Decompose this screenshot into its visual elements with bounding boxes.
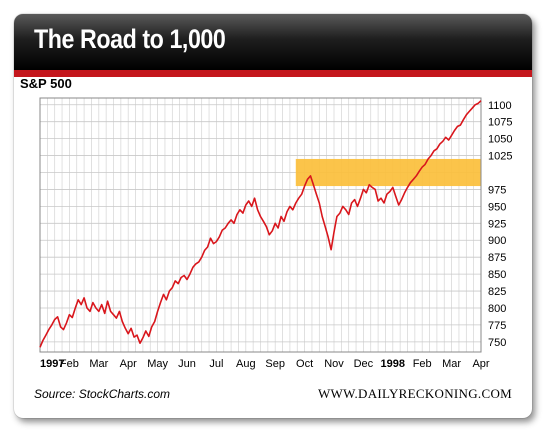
y-tick-label: 750: [488, 337, 506, 349]
y-tick-label: 875: [488, 252, 506, 264]
page-title: The Road to 1,000: [34, 24, 226, 54]
source-note: Source: StockCharts.com: [34, 387, 171, 401]
y-tick-label: 975: [488, 184, 506, 196]
brand-url: WWW.DAILYRECKONING.COM: [317, 386, 512, 401]
x-tick-label: Apr: [472, 358, 489, 370]
x-tick-label: Jun: [178, 358, 196, 370]
x-tick-label: 1997: [40, 358, 64, 370]
x-tick-label: Oct: [296, 358, 313, 370]
x-tick-label: Mar: [442, 358, 461, 370]
y-tick-label: 1050: [488, 134, 512, 146]
y-tick-label: 825: [488, 286, 506, 298]
header-accent-rule: [14, 70, 532, 77]
x-tick-label: Feb: [413, 358, 432, 370]
x-tick-label: 1998: [381, 358, 405, 370]
x-tick-label: May: [147, 358, 168, 370]
chart-card: The Road to 1,000 S&P 500 750 775 800 825 85…: [14, 14, 532, 418]
x-tick-label: Dec: [354, 358, 374, 370]
y-tick-label: 850: [488, 269, 506, 281]
line-chart: 750 775 800 825 850 875 900 925 950 975 1025 1050 10…: [39, 97, 512, 370]
x-tick-label: Feb: [60, 358, 79, 370]
y-tick-label: 1075: [488, 117, 512, 129]
x-tick-label: Aug: [236, 358, 256, 370]
y-tick-label: 800: [488, 303, 506, 315]
x-tick-label: Mar: [89, 358, 108, 370]
y-tick-label: 1100: [488, 100, 512, 112]
chart-title: S&P 500: [20, 76, 72, 91]
plot-border: [39, 97, 482, 353]
y-tick-label: 1025: [488, 151, 512, 163]
series-line: [39, 100, 482, 348]
x-tick-label: Sep: [265, 358, 285, 370]
y-tick-label: 775: [488, 320, 506, 332]
y-tick-label: 900: [488, 235, 506, 247]
resistance-highlight-band: [295, 158, 481, 187]
title-bar: The Road to 1,000: [14, 14, 532, 70]
x-tick-label: Apr: [120, 358, 137, 370]
x-tick-label: Nov: [324, 358, 344, 370]
y-tick-label: 925: [488, 218, 506, 230]
y-tick-label: 950: [488, 201, 506, 213]
x-tick-label: Jul: [209, 358, 223, 370]
